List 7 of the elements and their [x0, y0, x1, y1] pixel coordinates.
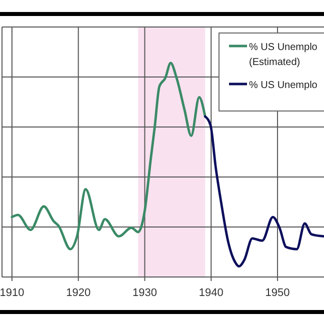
legend-label: % US Unemplo: [249, 80, 318, 91]
x-tick-label: 1910: [0, 287, 24, 299]
x-tick-label: 1940: [198, 287, 224, 299]
x-tick-label: 1920: [66, 287, 91, 299]
x-tick-label: 1950: [265, 287, 290, 299]
legend-label: % US Unemplo (Estimated): [249, 42, 318, 68]
x-tick-label: 1930: [132, 287, 157, 299]
